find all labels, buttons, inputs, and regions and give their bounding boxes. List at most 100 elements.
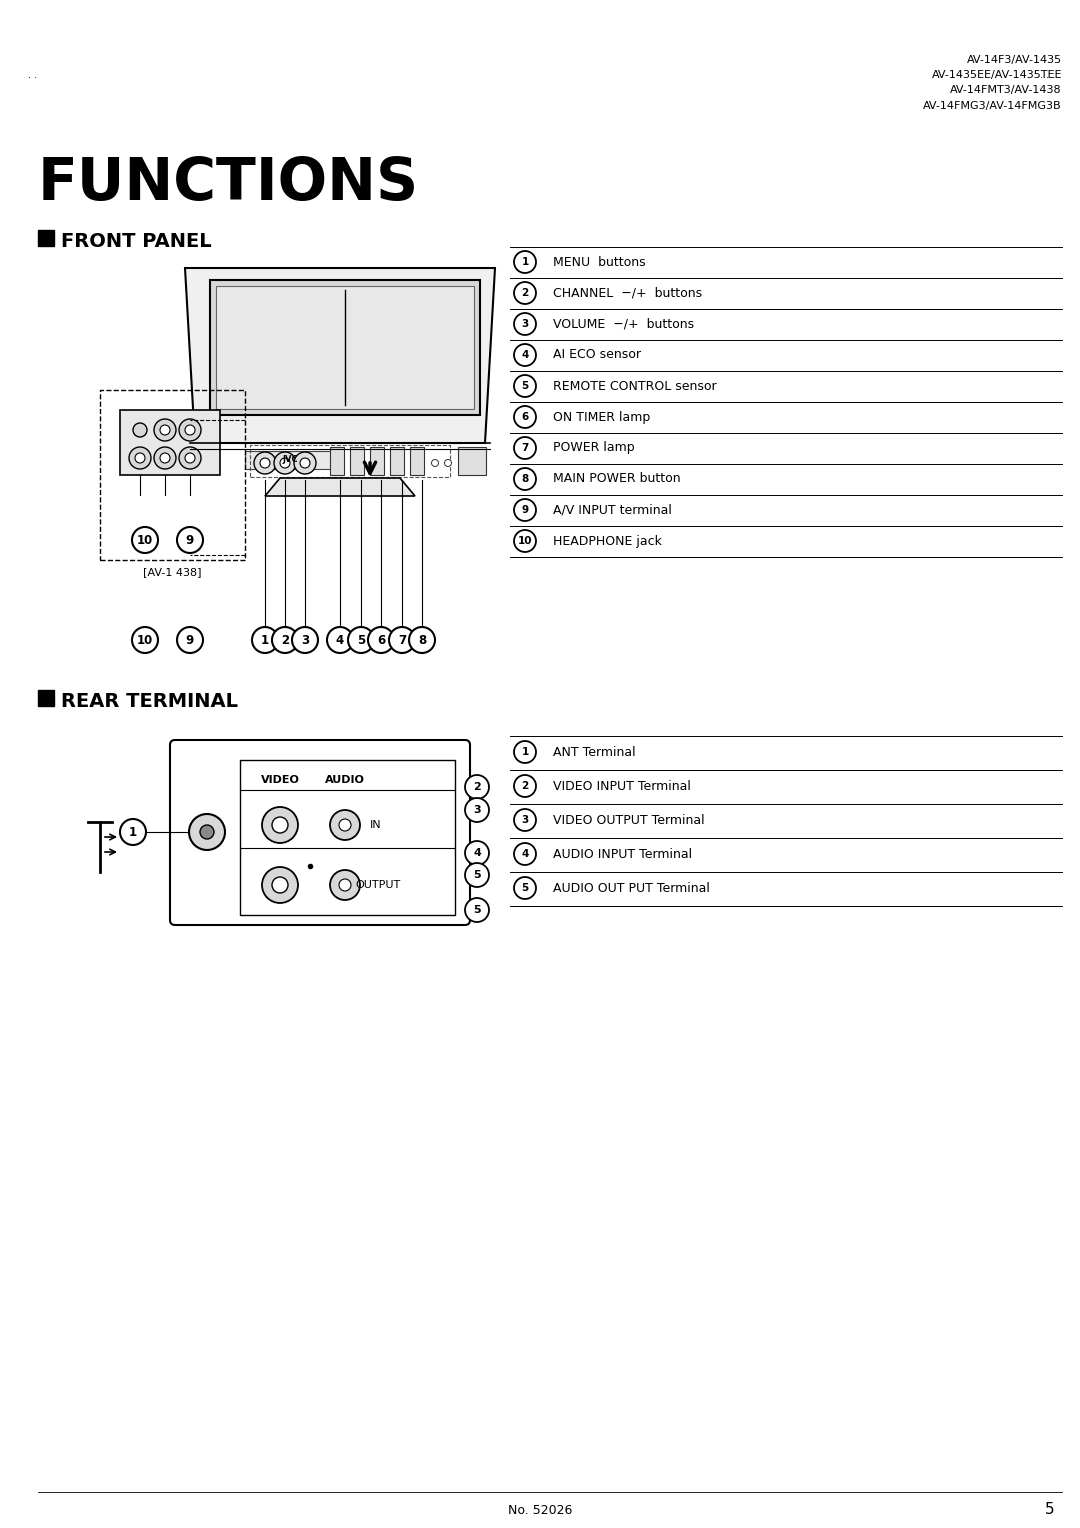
Text: 4: 4 xyxy=(473,848,481,859)
Circle shape xyxy=(177,527,203,553)
Text: 10: 10 xyxy=(137,533,153,547)
Circle shape xyxy=(465,840,489,865)
Text: 2: 2 xyxy=(522,287,528,298)
Circle shape xyxy=(200,825,214,839)
Circle shape xyxy=(514,775,536,798)
Circle shape xyxy=(179,419,201,442)
Circle shape xyxy=(260,458,270,468)
Text: 8: 8 xyxy=(418,634,427,646)
Circle shape xyxy=(327,626,353,652)
Circle shape xyxy=(409,626,435,652)
Circle shape xyxy=(465,863,489,886)
Text: AV-14F3/AV-1435
AV-1435EE/AV-1435TEE
AV-14FMT3/AV-1438
AV-14FMG3/AV-14FMG3B: AV-14F3/AV-1435 AV-1435EE/AV-1435TEE AV-… xyxy=(923,55,1062,110)
Text: 5: 5 xyxy=(522,380,528,391)
Text: 10: 10 xyxy=(137,634,153,646)
Circle shape xyxy=(514,877,536,898)
Text: . .: . . xyxy=(28,70,37,79)
Text: 5: 5 xyxy=(473,869,481,880)
Circle shape xyxy=(120,819,146,845)
Circle shape xyxy=(514,808,536,831)
Circle shape xyxy=(514,530,536,552)
Text: FRONT PANEL: FRONT PANEL xyxy=(60,232,212,251)
Circle shape xyxy=(514,374,536,397)
Bar xyxy=(370,448,384,475)
Bar xyxy=(100,390,245,559)
Text: 8: 8 xyxy=(522,474,528,484)
Bar xyxy=(350,448,364,475)
Text: 2: 2 xyxy=(281,634,289,646)
Text: 1: 1 xyxy=(261,634,269,646)
Bar xyxy=(210,280,480,416)
Text: 6: 6 xyxy=(522,413,528,422)
Text: 10: 10 xyxy=(517,536,532,545)
Circle shape xyxy=(280,458,291,468)
Text: 5: 5 xyxy=(473,905,481,915)
Circle shape xyxy=(465,898,489,921)
Circle shape xyxy=(389,626,415,652)
Circle shape xyxy=(160,452,170,463)
Circle shape xyxy=(330,810,360,840)
Text: HEADPHONE jack: HEADPHONE jack xyxy=(553,535,662,547)
Circle shape xyxy=(514,741,536,762)
Circle shape xyxy=(129,448,151,469)
Text: 9: 9 xyxy=(186,533,194,547)
Circle shape xyxy=(185,452,195,463)
Circle shape xyxy=(262,807,298,843)
FancyBboxPatch shape xyxy=(170,740,470,924)
Text: No. 52026: No. 52026 xyxy=(508,1504,572,1516)
Circle shape xyxy=(272,877,288,892)
Circle shape xyxy=(514,406,536,428)
Circle shape xyxy=(330,869,360,900)
Text: 5: 5 xyxy=(1045,1502,1055,1517)
Circle shape xyxy=(189,814,225,850)
Circle shape xyxy=(179,448,201,469)
Circle shape xyxy=(294,452,316,474)
Text: 1: 1 xyxy=(129,825,137,839)
Text: 3: 3 xyxy=(301,634,309,646)
Text: 1: 1 xyxy=(522,257,528,267)
Text: 4: 4 xyxy=(522,350,529,361)
Text: 3: 3 xyxy=(473,805,481,814)
Text: 9: 9 xyxy=(186,634,194,646)
Text: AUDIO: AUDIO xyxy=(325,775,365,785)
Text: 2: 2 xyxy=(522,781,528,792)
Bar xyxy=(240,759,455,915)
Text: VOLUME  −/+  buttons: VOLUME −/+ buttons xyxy=(553,318,694,330)
Text: 1: 1 xyxy=(522,747,528,756)
Circle shape xyxy=(135,452,145,463)
Circle shape xyxy=(465,798,489,822)
Bar xyxy=(458,448,486,475)
Text: MENU  buttons: MENU buttons xyxy=(553,255,646,269)
Text: REAR TERMINAL: REAR TERMINAL xyxy=(60,692,238,711)
Text: 7: 7 xyxy=(522,443,529,452)
Text: VIDEO INPUT Terminal: VIDEO INPUT Terminal xyxy=(553,779,691,793)
Text: AUDIO OUT PUT Terminal: AUDIO OUT PUT Terminal xyxy=(553,882,710,894)
Circle shape xyxy=(274,452,296,474)
Polygon shape xyxy=(265,478,415,497)
Circle shape xyxy=(177,626,203,652)
Text: 2: 2 xyxy=(473,782,481,792)
Circle shape xyxy=(514,500,536,521)
Text: MAIN POWER button: MAIN POWER button xyxy=(553,472,680,486)
Bar xyxy=(245,451,335,469)
Circle shape xyxy=(514,437,536,458)
Circle shape xyxy=(160,425,170,435)
Text: 4: 4 xyxy=(522,850,529,859)
Bar xyxy=(38,691,54,706)
Circle shape xyxy=(339,819,351,831)
Text: FUNCTIONS: FUNCTIONS xyxy=(38,154,419,212)
Circle shape xyxy=(133,423,147,437)
Circle shape xyxy=(252,626,278,652)
Circle shape xyxy=(514,344,536,367)
Text: CHANNEL  −/+  buttons: CHANNEL −/+ buttons xyxy=(553,287,702,299)
Text: POWER lamp: POWER lamp xyxy=(553,442,635,454)
Text: 6: 6 xyxy=(377,634,386,646)
Text: A/V INPUT terminal: A/V INPUT terminal xyxy=(553,504,672,516)
Circle shape xyxy=(432,460,438,466)
Text: REMOTE CONTROL sensor: REMOTE CONTROL sensor xyxy=(553,379,717,393)
Bar xyxy=(120,410,220,475)
Circle shape xyxy=(272,626,298,652)
Text: 7: 7 xyxy=(397,634,406,646)
Text: [AV-1 438]: [AV-1 438] xyxy=(144,567,202,578)
Circle shape xyxy=(132,527,158,553)
